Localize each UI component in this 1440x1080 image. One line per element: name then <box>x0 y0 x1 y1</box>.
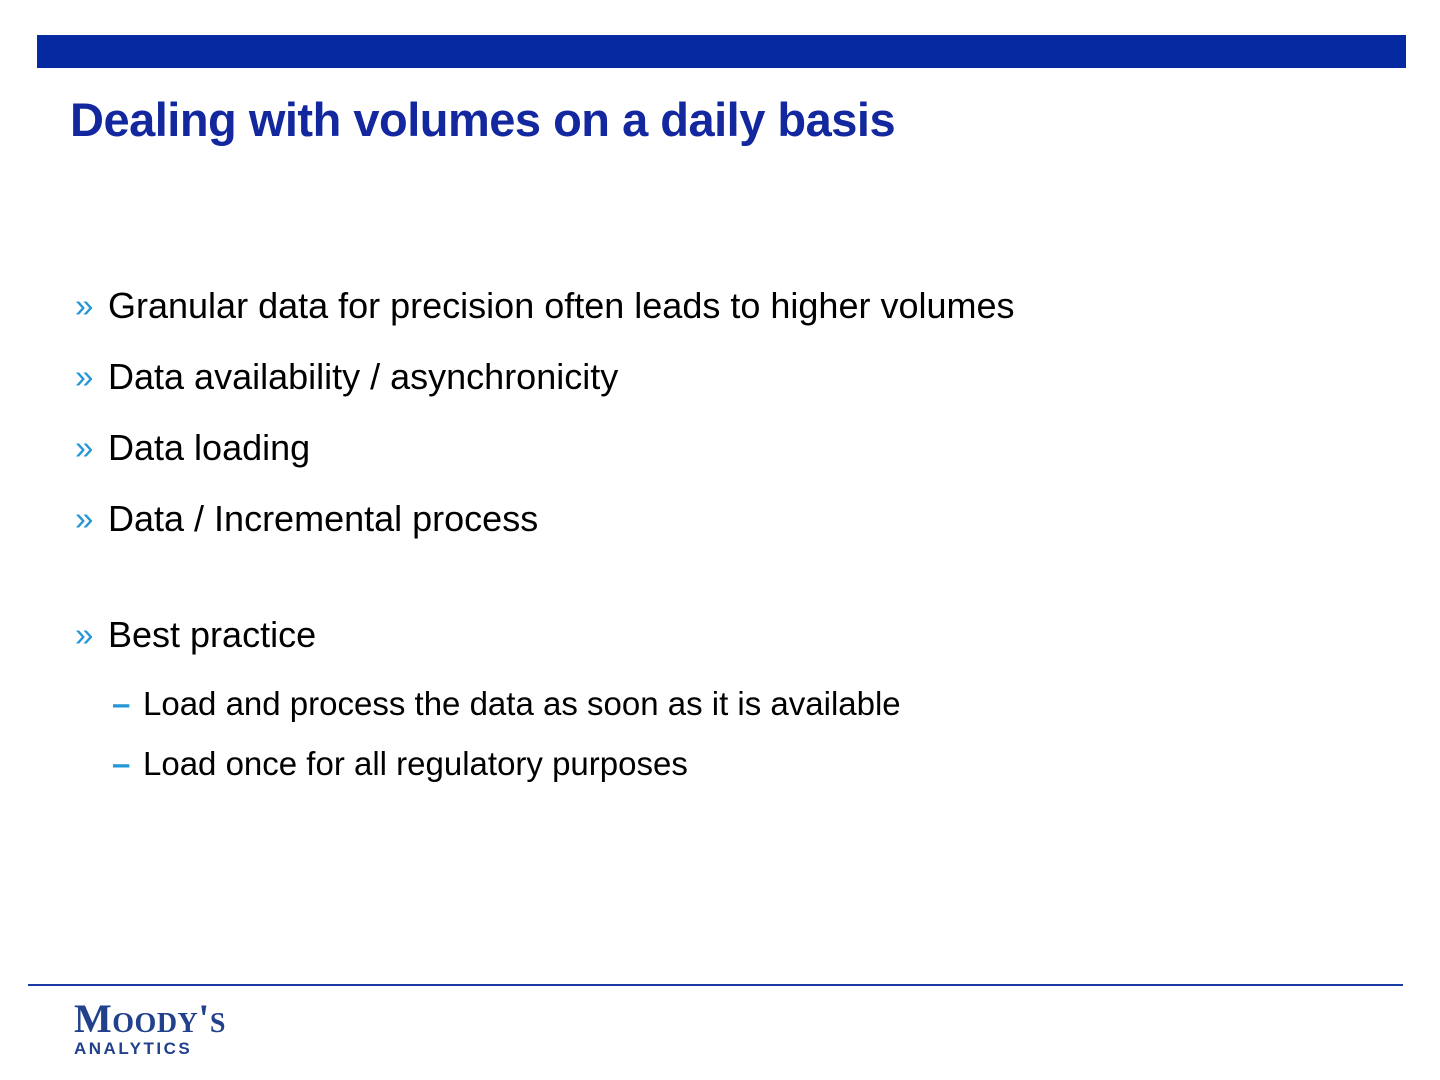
slide-body: » Granular data for precision often lead… <box>75 284 1385 804</box>
sub-bullet-marker: – <box>112 745 131 782</box>
bullet-text: Data / Incremental process <box>108 498 539 539</box>
sub-bullet-text: Load and process the data as soon as it … <box>143 685 901 722</box>
bullet-marker: » <box>75 287 94 324</box>
bullet-text: Data loading <box>108 427 311 468</box>
bullet-marker: » <box>75 500 94 537</box>
bullet-marker: » <box>75 616 94 653</box>
sub-bullet-item: – Load and process the data as soon as i… <box>112 684 1385 724</box>
logo-wordmark-moodys: Moody's <box>74 996 226 1041</box>
sub-bullet-item: – Load once for all regulatory purposes <box>112 744 1385 784</box>
bullet-text: Best practice <box>108 614 317 655</box>
header-bar <box>37 35 1406 68</box>
bullet-item-best-practice: » Best practice <box>75 613 1385 657</box>
bullet-marker: » <box>75 358 94 395</box>
footer-divider <box>28 984 1403 986</box>
bullet-item: » Data / Incremental process <box>75 497 1385 541</box>
sub-bullet-marker: – <box>112 685 131 722</box>
bullet-item: » Granular data for precision often lead… <box>75 284 1385 328</box>
bullet-item: » Data availability / asynchronicity <box>75 355 1385 399</box>
slide-title: Dealing with volumes on a daily basis <box>70 93 896 146</box>
moodys-analytics-logo: Moody's ANALYTICS <box>74 998 226 1058</box>
sub-bullet-text: Load once for all regulatory purposes <box>143 745 688 782</box>
logo-wordmark-analytics: ANALYTICS <box>74 1039 193 1058</box>
bullet-marker: » <box>75 429 94 466</box>
bullet-text: Data availability / asynchronicity <box>108 356 619 397</box>
bullet-item: » Data loading <box>75 426 1385 470</box>
bullet-text: Granular data for precision often leads … <box>108 285 1015 326</box>
